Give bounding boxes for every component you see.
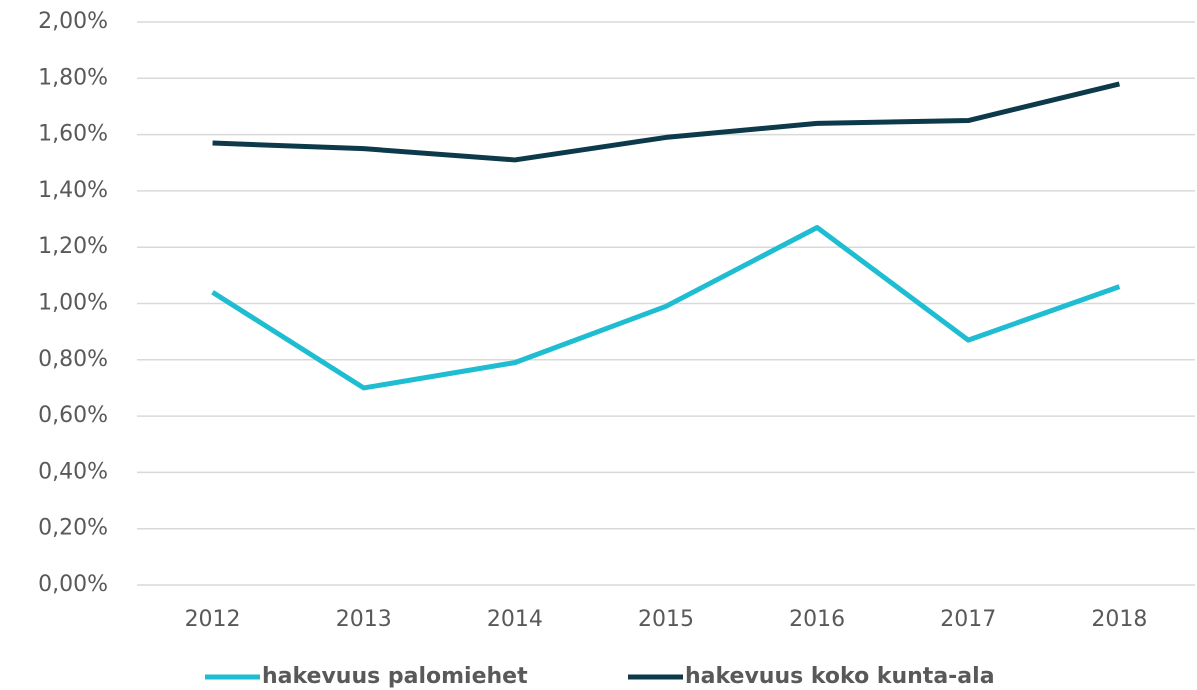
y-tick-label: 0,00% [38,572,108,597]
x-tick-label: 2012 [185,607,241,632]
y-tick-label: 1,40% [38,178,108,203]
y-tick-label: 1,20% [38,234,108,259]
legend-label: hakevuus koko kunta-ala [685,664,995,689]
y-tick-label: 0,40% [38,459,108,484]
x-tick-label: 2016 [789,607,845,632]
y-tick-label: 0,80% [38,347,108,372]
x-tick-label: 2018 [1091,607,1147,632]
x-tick-label: 2015 [638,607,694,632]
y-tick-label: 1,00% [38,291,108,316]
x-tick-label: 2014 [487,607,543,632]
legend-label: hakevuus palomiehet [262,664,528,689]
y-tick-label: 2,00% [38,9,108,34]
series-line [211,224,1121,391]
series-line [212,81,1121,163]
x-tick-label: 2017 [940,607,996,632]
x-tick-label: 2013 [336,607,392,632]
y-tick-label: 1,60% [38,122,108,147]
y-tick-label: 1,80% [38,65,108,90]
y-tick-label: 0,60% [38,403,108,428]
y-tick-label: 0,20% [38,516,108,541]
